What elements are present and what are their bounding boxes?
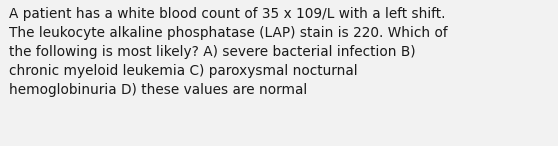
Text: A patient has a white blood count of 35 x 109/L with a left shift.
The leukocyte: A patient has a white blood count of 35 … (9, 7, 448, 97)
